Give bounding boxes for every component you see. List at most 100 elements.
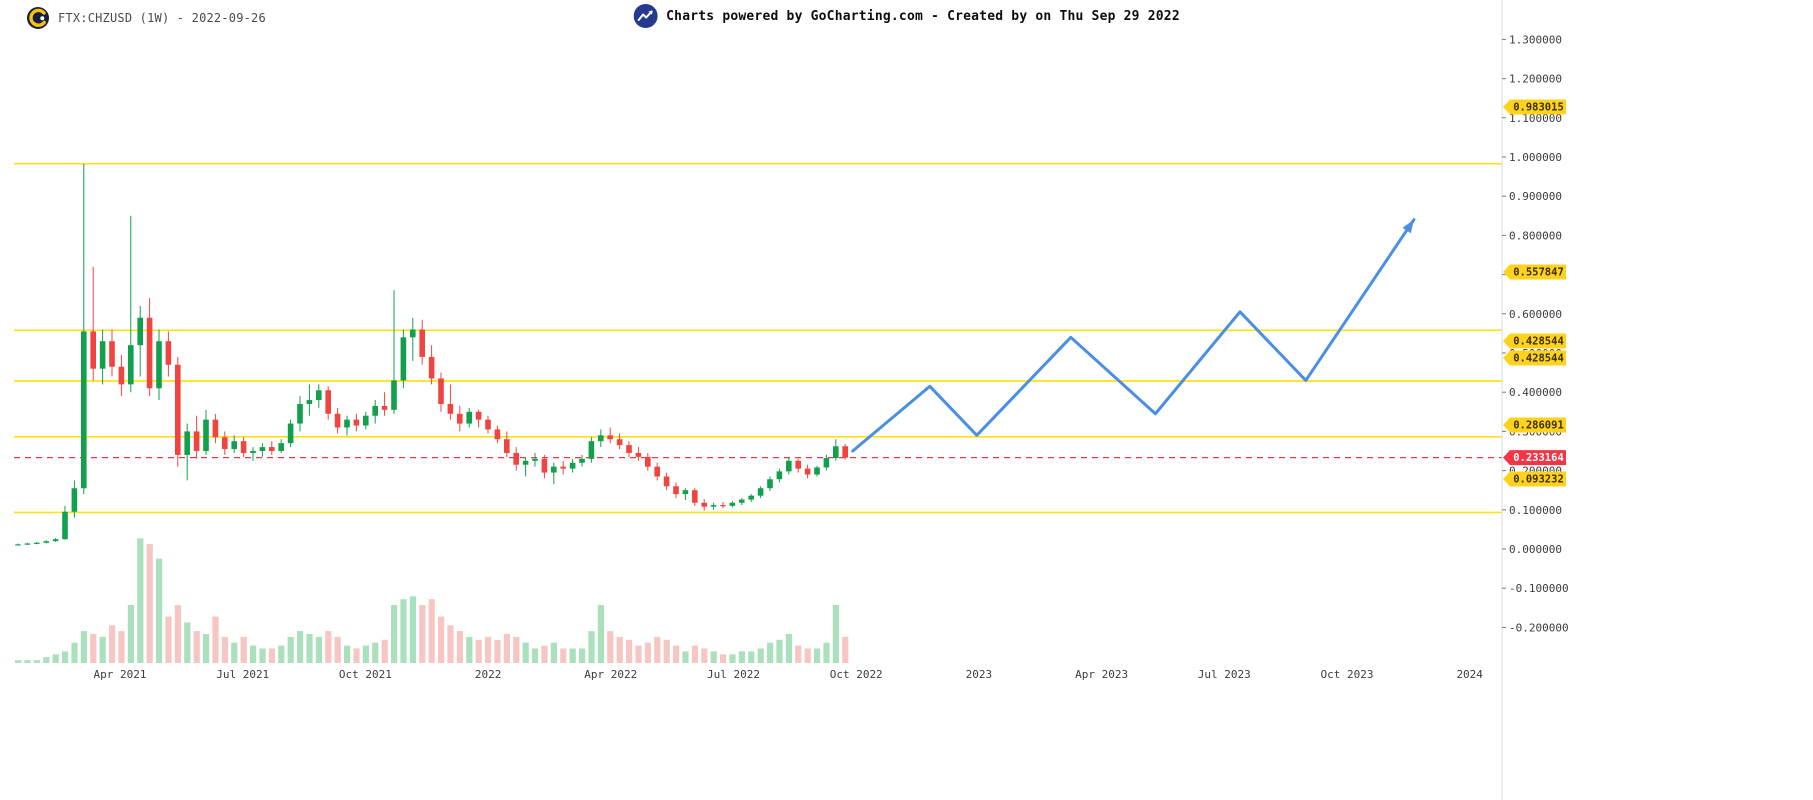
- volume-bar: [804, 648, 811, 663]
- candle-body: [109, 341, 115, 367]
- badge-label: 0.093232: [1513, 474, 1564, 486]
- candle-body: [203, 419, 209, 451]
- level-price-badge[interactable]: 0.093232: [1503, 471, 1566, 487]
- volume-bar: [52, 654, 59, 663]
- volume-bar: [71, 642, 78, 663]
- level-price-badge[interactable]: 0.557847: [1503, 264, 1566, 280]
- volume-bar: [43, 657, 50, 663]
- candle-body: [551, 466, 557, 473]
- volume-bar: [842, 636, 849, 663]
- candle-body: [259, 447, 266, 451]
- candle-body: [795, 460, 801, 469]
- horizontal-level-lines[interactable]: [14, 162, 1502, 514]
- volume-bar: [541, 645, 548, 663]
- badge-shape: [1503, 333, 1566, 349]
- candle-body: [146, 317, 153, 389]
- volume-bar: [738, 651, 745, 663]
- volume-bar: [259, 648, 266, 663]
- candle-body: [212, 419, 219, 438]
- volume-bar: [250, 645, 257, 663]
- volume-bar: [306, 634, 313, 663]
- candle-body: [682, 490, 689, 495]
- volume-bar: [663, 639, 670, 663]
- volume-bar: [381, 639, 388, 663]
- price-tick-label: -0.100000: [1509, 582, 1569, 595]
- volume-bar: [522, 642, 529, 663]
- candle-body: [729, 502, 736, 506]
- candle-body: [588, 441, 595, 459]
- candle-body: [823, 458, 830, 468]
- level-price-badge[interactable]: 0.428544: [1503, 350, 1566, 366]
- projection-line[interactable]: [851, 218, 1416, 453]
- volume-bar: [475, 639, 482, 663]
- volume-bar: [513, 636, 520, 663]
- candle-body: [43, 541, 49, 543]
- candle-body: [428, 356, 435, 379]
- price-tick-label: 1.300000: [1509, 33, 1562, 46]
- time-tick-label: 2022: [475, 668, 502, 681]
- candle-body: [494, 429, 501, 440]
- level-price-badge[interactable]: 0.286091: [1503, 417, 1566, 433]
- volume-bar: [231, 642, 238, 663]
- time-tick-label: 2024: [1456, 668, 1483, 681]
- price-tick-label: 0.900000: [1509, 190, 1562, 203]
- candle-body: [118, 366, 125, 385]
- volume-bar: [644, 642, 651, 663]
- level-price-badge[interactable]: 0.983015: [1503, 99, 1566, 115]
- volume-bar: [466, 636, 473, 663]
- candle-body: [842, 446, 848, 458]
- volume-bar: [447, 625, 454, 663]
- candle-body: [165, 341, 172, 365]
- volume-bar: [579, 648, 586, 663]
- candle-body: [306, 400, 313, 404]
- volume-bar: [503, 634, 510, 663]
- candlesticks: [15, 163, 848, 546]
- candle-body: [616, 439, 623, 446]
- candle-body: [363, 415, 369, 426]
- badge-label: 0.286091: [1513, 420, 1564, 432]
- candle-body: [297, 403, 303, 424]
- volume-bar: [240, 636, 247, 663]
- candle-body: [240, 441, 247, 453]
- candle-body: [654, 466, 660, 477]
- volume-bar: [767, 642, 774, 663]
- current-price-badge[interactable]: 0.233164: [1503, 450, 1566, 466]
- volume-bar: [156, 558, 163, 663]
- time-tick-label: Apr 2023: [1075, 668, 1128, 681]
- projection-trendline[interactable]: [851, 218, 1416, 453]
- candle-body: [81, 331, 87, 489]
- header-left: FTX:CHZUSD (1W) - 2022-09-26: [26, 6, 266, 30]
- volume-bar: [757, 648, 764, 663]
- candle-body: [532, 458, 538, 461]
- price-tick-label: 1.200000: [1509, 73, 1562, 86]
- gocharting-logo-icon: [26, 6, 50, 30]
- volume-bar: [814, 648, 821, 663]
- candle-body: [410, 329, 416, 338]
- badge-shape: [1503, 471, 1566, 487]
- level-price-badge[interactable]: 0.428544: [1503, 333, 1566, 349]
- candle-body: [757, 488, 764, 496]
- volume-bar: [278, 645, 285, 663]
- time-tick-label: Oct 2023: [1321, 668, 1374, 681]
- badge-shape: [1503, 450, 1566, 466]
- volume-bar: [325, 631, 332, 663]
- volume-bar: [550, 642, 557, 663]
- candle-body: [278, 443, 284, 451]
- candle-body: [193, 431, 200, 451]
- candle-body: [457, 413, 463, 424]
- price-axis: 1.300000 1.200000 1.100000 1.000000 0.900000…: [1501, 0, 1569, 800]
- volume-bar: [99, 636, 106, 663]
- candle-body: [720, 505, 726, 507]
- candle-body: [645, 456, 651, 467]
- candle-body: [739, 499, 745, 503]
- badge-label: 0.557847: [1513, 267, 1564, 279]
- volume-bar: [597, 605, 604, 663]
- time-tick-label: Jul 2021: [216, 668, 269, 681]
- price-badges[interactable]: 0.983015 0.557847 0.428544 0.428544 0.286091…: [1503, 99, 1566, 487]
- volume-bar: [438, 616, 445, 663]
- candle-body: [184, 431, 190, 455]
- badge-label: 0.983015: [1513, 102, 1564, 114]
- volume-bar: [90, 634, 97, 663]
